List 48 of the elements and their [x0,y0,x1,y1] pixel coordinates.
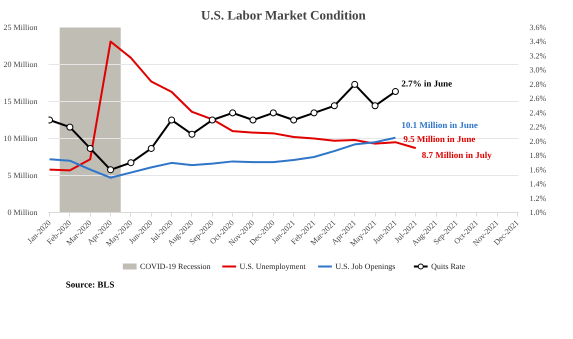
y2-tick-label: 2.0% [530,136,546,146]
point [229,109,236,116]
y2-tick-label: 1.2% [530,194,546,203]
point [290,116,298,124]
y2-tick-label: 3.6% [530,23,546,32]
point [86,144,94,152]
y2-tick-label: 3.4% [530,37,546,46]
y2-tick-label: 2.4% [530,108,546,118]
y-tick-label: 10 Million [3,134,38,143]
annotation: 10.1 Million in June [401,120,478,130]
point [107,166,114,174]
chart-title: U.S. Labor Market Condition [200,8,367,22]
legend-label: Quits Rate [431,262,466,271]
y2-tick-label: 2.8% [530,80,546,89]
point [392,88,399,96]
annotation: 8.7 Million in July [422,150,492,160]
y2-tick-label: 1.6% [530,165,546,174]
point [351,80,358,88]
point [127,159,134,166]
point [249,116,256,124]
y2-tick-label: 1.0% [530,208,546,217]
legend-label: U.S. Unemployment [240,262,306,271]
annotation: 9.5 Million in June [403,134,476,144]
point [330,102,338,110]
y-tick-label: 15 Million [3,97,38,106]
source-note: Source: BLS [66,280,114,290]
y-tick-label: 5 Million [7,171,38,180]
y2-tick-label: 1.4% [530,180,546,189]
y2-tick-label: 3.2% [530,51,546,60]
legend-label: U.S. Job Openings [335,262,396,271]
point [168,116,176,124]
y-tick-label: 0 Million [7,208,38,217]
y-tick-label: 20 Million [3,60,38,69]
point [208,116,216,124]
point [372,102,379,110]
point [66,124,74,131]
y2-tick-label: 2.6% [530,94,546,104]
annotation: 2.7% in June [401,78,452,89]
line-series [48,136,396,179]
point [148,144,155,152]
y2-tick-label: 2.2% [530,122,546,132]
point [188,130,196,138]
y2-tick-label: 3.0% [530,66,546,75]
legend-label: COVID-19 Recession [140,262,210,271]
point [270,109,277,116]
y2-tick-label: 1.8% [530,151,546,160]
point [310,109,318,116]
y-tick-label: 25 Million [3,23,38,32]
